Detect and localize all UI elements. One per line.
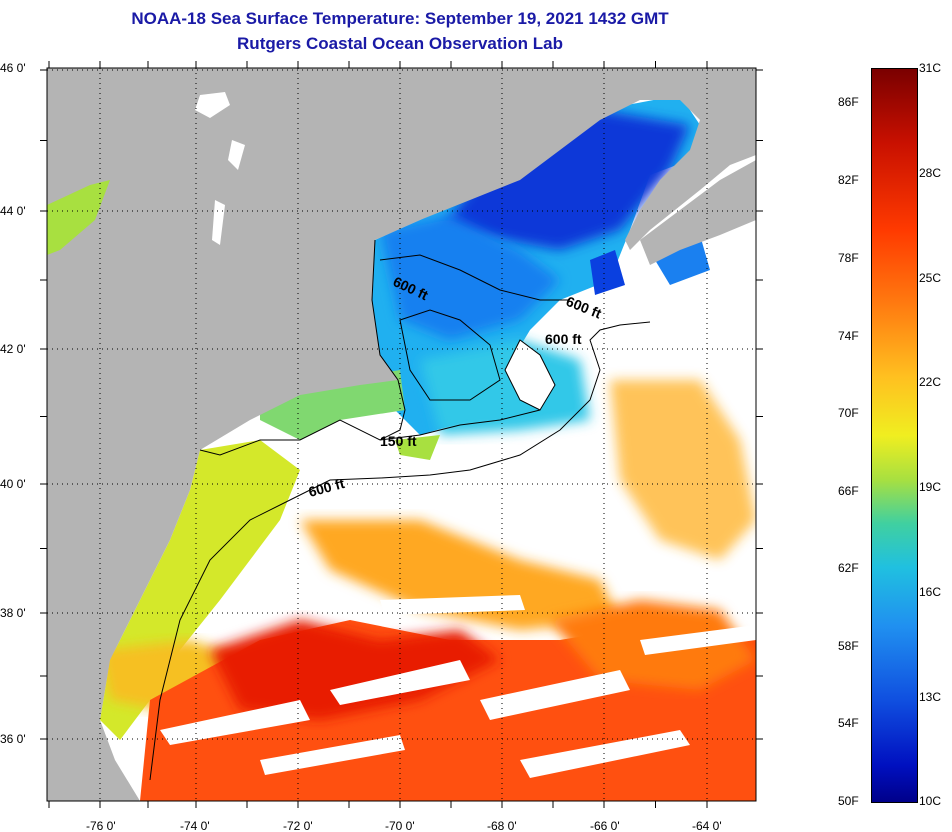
lon-label-66: -66 0' bbox=[590, 819, 620, 832]
map-title: NOAA-18 Sea Surface Temperature: Septemb… bbox=[131, 9, 669, 28]
slope-water bbox=[300, 520, 620, 630]
colorbar-label-19c: 19C bbox=[919, 480, 942, 494]
bathymetry-contours bbox=[149, 254, 651, 781]
lake-ontario bbox=[47, 180, 110, 255]
colorbar-label-62f: 62F bbox=[838, 561, 859, 575]
lon-label-76: -76 0' bbox=[86, 819, 116, 832]
lon-label-68: -68 0' bbox=[487, 819, 517, 832]
land bbox=[47, 68, 756, 801]
long-island-sound-water bbox=[260, 370, 405, 440]
lon-label-70: -70 0' bbox=[385, 819, 415, 832]
colorbar-label-10c: 10C bbox=[919, 794, 942, 808]
colorbar-label-66f: 66F bbox=[838, 484, 859, 498]
colorbar-label-54f: 54F bbox=[838, 716, 859, 730]
map-frame bbox=[46, 67, 757, 802]
lon-label-64: -64 0' bbox=[692, 819, 722, 832]
central-gulf-water bbox=[380, 215, 560, 340]
longitude-labels: -76 0' -74 0' -72 0' -70 0' -68 0' -66 0… bbox=[86, 819, 722, 832]
lon-label-72: -72 0' bbox=[283, 819, 313, 832]
colorbar-label-31c: 31C bbox=[919, 61, 942, 75]
shelf-patch bbox=[395, 435, 440, 460]
colorbar-label-13c: 13C bbox=[919, 690, 942, 704]
colorbar-label-16c: 16C bbox=[919, 585, 942, 599]
colorbar-label-78f: 78F bbox=[838, 251, 859, 265]
graticule bbox=[47, 68, 756, 801]
colorbar-label-22c: 22C bbox=[919, 375, 942, 389]
axis-ticks bbox=[40, 61, 763, 808]
colorbar-label-86f: 86F bbox=[838, 95, 859, 109]
colorbar-label-74f: 74F bbox=[838, 329, 859, 343]
colorbar-label-25c: 25C bbox=[919, 271, 942, 285]
lat-label-40: 40 0' bbox=[0, 477, 26, 491]
lakes bbox=[195, 92, 245, 245]
colorbar-label-58f: 58F bbox=[838, 639, 859, 653]
map-area bbox=[47, 68, 756, 801]
offshore-scattered-warm bbox=[610, 380, 756, 560]
basin-contour bbox=[399, 309, 501, 401]
georges-bank-water bbox=[420, 340, 590, 435]
lat-label-36: 36 0' bbox=[0, 732, 26, 746]
latitude-labels: 46 0' 44 0' 42 0' 40 0' 38 0' 36 0' bbox=[0, 61, 26, 746]
150ft-contour bbox=[379, 409, 541, 441]
coastline bbox=[199, 239, 406, 456]
lon-label-74: -74 0' bbox=[180, 819, 210, 832]
colorbar-label-28c: 28C bbox=[919, 166, 942, 180]
contour-label-600ft-georges: 600 ft bbox=[545, 331, 582, 347]
lat-label-44: 44 0' bbox=[0, 204, 26, 218]
temperature-colorbar bbox=[871, 68, 918, 803]
colorbar-label-70f: 70F bbox=[838, 406, 859, 420]
map-subtitle: Rutgers Coastal Ocean Observation Lab bbox=[237, 34, 563, 53]
cold-patch bbox=[590, 250, 625, 295]
lat-label-42: 42 0' bbox=[0, 342, 26, 356]
contour-label-150ft: 150 ft bbox=[380, 433, 417, 449]
colorbar-label-82f: 82F bbox=[838, 173, 859, 187]
colorbar-label-50f: 50F bbox=[838, 794, 859, 808]
lat-label-38: 38 0' bbox=[0, 606, 26, 620]
600ft-contour bbox=[149, 321, 651, 781]
lat-label-46: 46 0' bbox=[0, 61, 26, 75]
gulf-stream-core bbox=[210, 620, 500, 720]
cloud-streaks bbox=[160, 595, 756, 778]
gulf-contour bbox=[379, 254, 570, 301]
